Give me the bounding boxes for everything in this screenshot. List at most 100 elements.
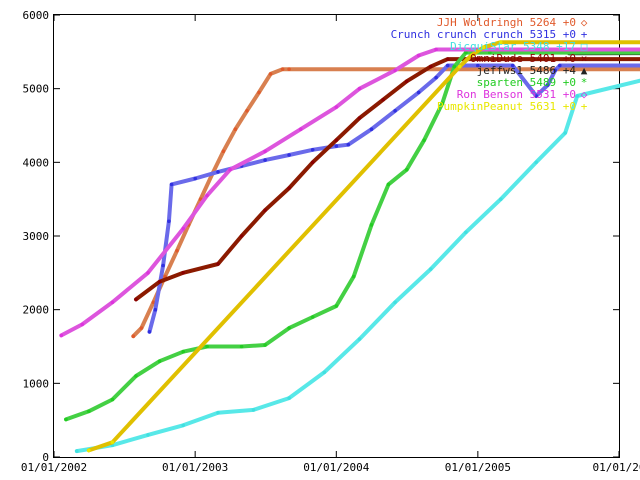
data-point: [263, 208, 267, 212]
x-tick-label: 01/01/2004: [303, 461, 370, 474]
data-point: [87, 448, 91, 453]
data-point: [146, 271, 150, 275]
data-point: [139, 326, 144, 330]
data-point: [575, 94, 579, 98]
data-point: [357, 116, 362, 120]
data-point: [416, 90, 421, 95]
data-point: [428, 64, 433, 69]
data-point: [298, 127, 303, 131]
legend: JJH Woldringh 5264 +0 ◇ Crunch crunch crun…: [391, 16, 588, 113]
data-point: [110, 300, 115, 305]
data-point: [464, 230, 468, 235]
data-point: [310, 315, 315, 319]
data-point: [216, 262, 220, 266]
data-point: [404, 79, 409, 84]
data-point: [369, 127, 374, 131]
data-point: [287, 396, 291, 400]
data-point: [393, 300, 397, 305]
data-point: [452, 64, 457, 69]
data-point: [110, 440, 115, 445]
data-point: [151, 300, 156, 305]
data-point: [131, 334, 136, 339]
data-point: [334, 138, 339, 142]
legend-marker-icon: ×: [581, 52, 588, 65]
data-point: [558, 63, 562, 68]
series-line: [134, 57, 640, 302]
data-point: [221, 149, 226, 154]
data-point: [481, 45, 486, 50]
data-point: [351, 274, 356, 279]
data-point: [287, 67, 291, 71]
data-point: [175, 248, 179, 253]
x-tick-label: 01/01/2002: [21, 461, 87, 474]
data-point: [369, 223, 374, 227]
legend-marker-icon: ▲: [581, 64, 588, 77]
legend-marker-icon: ◇: [581, 16, 588, 29]
data-point: [157, 279, 162, 284]
data-point: [546, 83, 550, 87]
data-point: [381, 97, 385, 102]
series-pumpkinpeanut: [86, 40, 640, 453]
data-point: [157, 359, 162, 364]
legend-entry-label: OmniDude 5401 +0: [470, 52, 576, 65]
data-point: [488, 50, 492, 55]
data-point: [498, 40, 503, 44]
x-tick-label: 01/01/20: [593, 461, 640, 474]
data-point: [268, 72, 273, 76]
y-tick-label: 1000: [23, 377, 50, 390]
data-point: [228, 167, 232, 172]
data-point: [167, 219, 171, 224]
data-point: [476, 63, 480, 68]
data-point: [310, 148, 315, 152]
y-tick-label: 2000: [23, 304, 50, 317]
data-point: [464, 50, 468, 55]
data-point: [334, 304, 339, 308]
data-point: [357, 86, 362, 91]
series-line: [59, 47, 640, 338]
data-point: [263, 343, 267, 347]
data-point: [80, 322, 84, 327]
data-point: [287, 153, 291, 157]
legend-entry-label: Crunch crunch crunch 5315 +0: [391, 28, 576, 41]
x-tick-label: 01/01/2003: [162, 461, 228, 474]
data-point: [245, 109, 249, 113]
data-point: [393, 68, 397, 73]
data-point: [181, 271, 185, 275]
data-point: [263, 158, 267, 162]
data-point: [216, 170, 220, 174]
data-point: [205, 193, 209, 198]
series-sparten: [64, 50, 640, 422]
data-point: [153, 307, 158, 312]
ticks-layer: 0 1000 2000 3000 4000 5000 6000 01/01/2002 01/01…: [21, 9, 640, 474]
data-point: [563, 131, 567, 135]
legend-marker-icon: +: [581, 28, 588, 41]
data-point: [498, 197, 503, 201]
legend-entry-label: PumpkinPeanut 5631 +0: [437, 100, 576, 113]
data-point: [280, 67, 285, 71]
y-tick-label: 0: [42, 451, 49, 464]
series-ron-benson: [59, 47, 640, 338]
legend-entry-label: Ron Benson 5531 +0: [457, 88, 576, 101]
data-point: [393, 109, 397, 113]
data-point: [251, 408, 256, 412]
data-point: [257, 90, 261, 95]
data-point: [216, 411, 220, 415]
y-tick-label: 5000: [23, 83, 50, 96]
data-point: [357, 337, 362, 341]
data-point: [169, 182, 174, 187]
data-point: [134, 374, 138, 378]
data-point: [334, 144, 339, 148]
data-point: [404, 167, 409, 172]
y-tick-label: 3000: [23, 230, 50, 243]
data-point: [445, 57, 450, 61]
data-point: [334, 105, 339, 109]
data-point: [310, 160, 315, 165]
data-point: [386, 182, 391, 187]
legend-entry-label: DicquiStar 5348 +17: [450, 40, 576, 53]
data-point: [181, 423, 185, 428]
data-point: [445, 63, 450, 68]
data-point: [59, 333, 64, 338]
series-dicquistar: [74, 78, 640, 454]
